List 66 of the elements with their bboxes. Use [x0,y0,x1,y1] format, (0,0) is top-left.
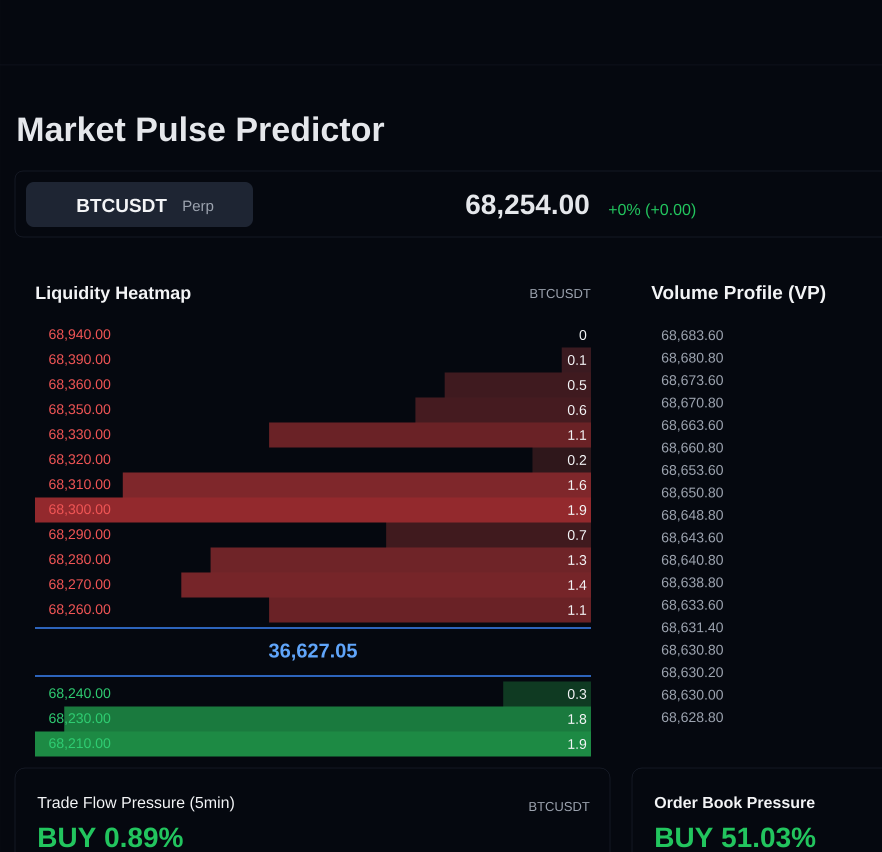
y-tick-label: 68,210.00 [49,738,110,750]
text: 68,648.80 [662,510,723,522]
text: 68,680.80 [662,352,723,364]
data-label: 1.3 [568,555,586,565]
text: 68,663.60 [662,420,723,432]
bar [35,498,592,523]
text: 68,660.80 [662,442,723,454]
text: 68,630.20 [662,667,723,679]
text: 68,643.60 [662,532,723,544]
y-tick-label: 68,320.00 [49,454,110,466]
y-tick-label: 68,240.00 [49,688,110,700]
data-label: 0.5 [568,380,586,390]
data-label: 1.4 [568,580,586,590]
text: 68,653.60 [662,465,723,477]
text: BTCUSDT [529,802,590,812]
y-tick-label: 68,390.00 [49,354,110,366]
data-label: 1.1 [568,605,586,615]
text: 68,631.40 [662,622,723,634]
data-label: 1.1 [568,430,586,440]
text: Market Pulse Predictor [18,116,384,142]
data-label: 0.1 [568,355,586,365]
text: 68,670.80 [662,398,723,410]
text: 68,683.60 [662,330,723,342]
data-label: 0 [580,330,586,340]
text: 68,254.00 [466,194,589,218]
y-tick-label: 68,280.00 [49,554,110,566]
data-label: 1.9 [568,739,586,749]
y-tick-label: 68,300.00 [49,504,110,516]
text: Order Book Pressure [654,796,815,808]
data-label: 1.9 [568,505,586,515]
data-label: 0.2 [568,455,586,465]
y-tick-label: 68,260.00 [49,604,110,616]
chart-subtitle: BTCUSDT [530,288,590,298]
chart-title: Liquidity Heatmap [36,286,190,303]
text: Volume Profile (VP) [651,285,826,303]
text: 68,640.80 [662,554,723,566]
bar [269,422,592,448]
text: BUY 0.89% [39,827,183,848]
text: BTCUSDT [77,198,167,212]
bar [532,448,592,473]
text: 68,628.80 [662,712,723,724]
text: Trade Flow Pressure (5min) [38,796,234,812]
y-tick-label: 68,360.00 [49,379,110,391]
bar [122,472,592,498]
text: BUY 51.03% [656,827,816,848]
text: 68,633.60 [662,600,723,612]
text: 68,638.80 [662,577,723,589]
data-label: 0.7 [568,530,586,540]
text: 68,650.80 [662,488,723,500]
text: 68,630.80 [662,644,723,656]
data-label: 1.8 [568,714,586,724]
y-tick-label: 68,940.00 [49,329,110,341]
text: Perp [183,200,214,214]
text: +0% (+0.00) [608,203,696,218]
text: 68,630.00 [662,690,723,702]
bar [386,522,592,548]
y-tick-label: 68,290.00 [49,529,110,541]
data-label: 1.6 [568,480,586,490]
text: 36,627.05 [268,643,357,661]
y-tick-label: 68,350.00 [49,404,110,416]
y-tick-label: 68,310.00 [49,479,110,491]
text: 68,673.60 [662,375,723,387]
data-label: 0.3 [568,689,586,699]
data-label: 0.6 [568,405,586,415]
y-tick-label: 68,270.00 [49,579,110,591]
y-tick-label: 68,330.00 [49,429,110,441]
